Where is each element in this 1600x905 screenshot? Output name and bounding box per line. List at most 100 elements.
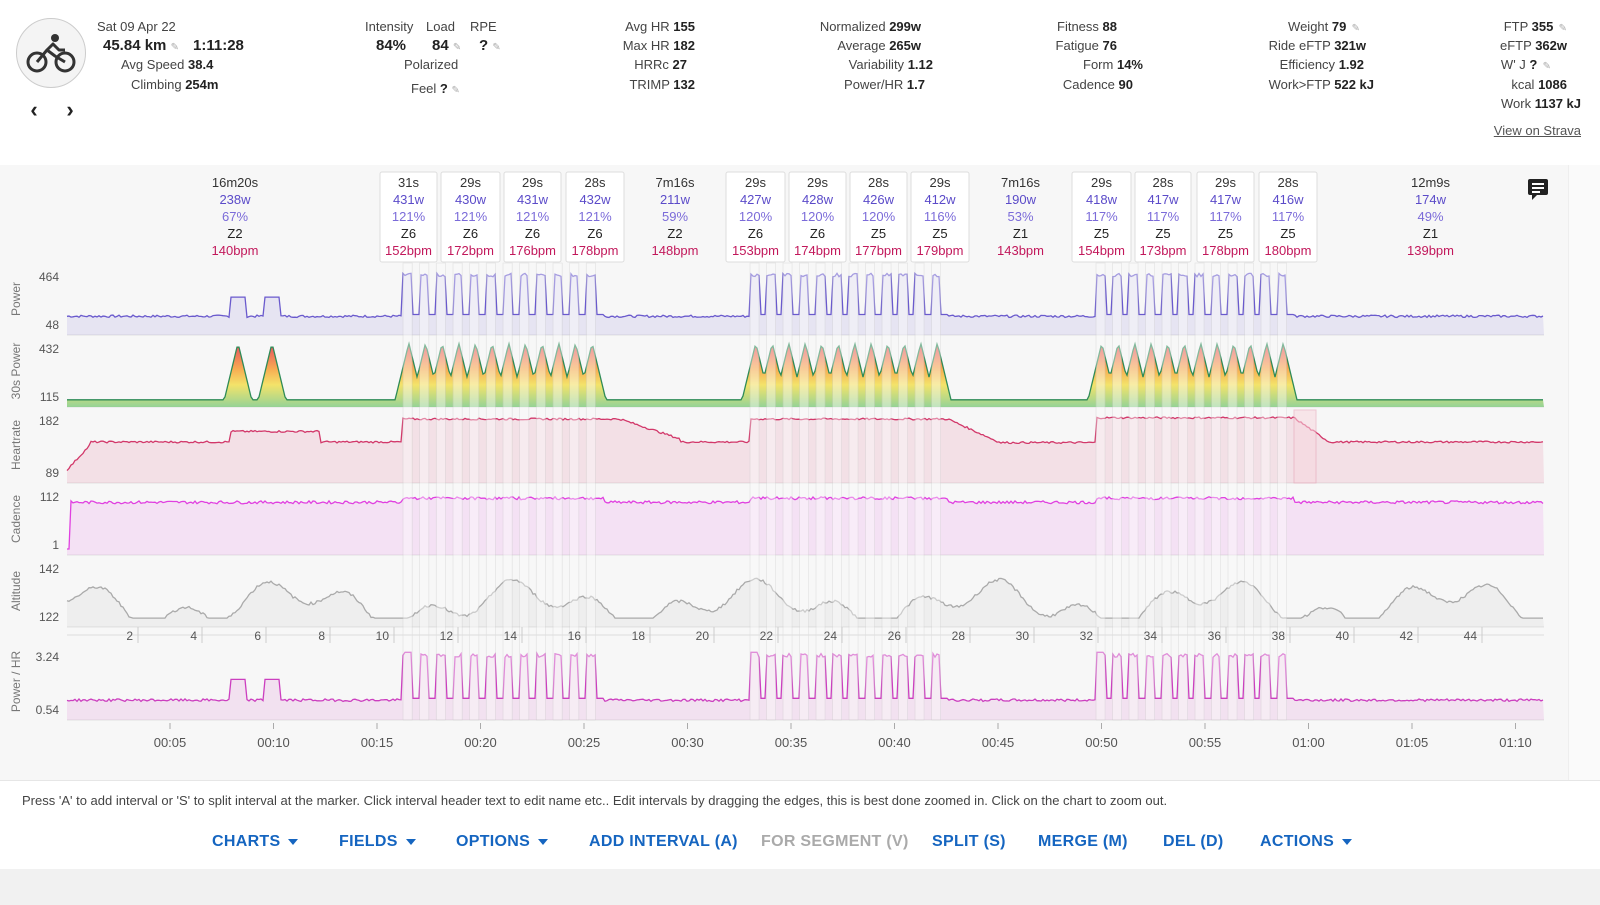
w-prime[interactable]: W' J ? ✎ bbox=[1430, 57, 1551, 72]
interval-duration[interactable]: 29s bbox=[522, 175, 543, 190]
interval-highlight[interactable] bbox=[1128, 262, 1139, 721]
interval-highlight[interactable] bbox=[535, 262, 546, 721]
interval-highlight[interactable] bbox=[931, 262, 941, 721]
interval-highlight[interactable] bbox=[1260, 262, 1271, 721]
interval-heartrate[interactable]: 139bpm bbox=[1407, 243, 1454, 258]
interval-percent-ftp[interactable]: 116% bbox=[924, 209, 957, 224]
interval-zone[interactable]: Z5 bbox=[932, 226, 947, 241]
interval-zone[interactable]: Z6 bbox=[401, 226, 416, 241]
interval-highlight[interactable] bbox=[749, 262, 760, 721]
actions-menu-button[interactable]: ACTIONS bbox=[1260, 833, 1353, 851]
interval-highlight[interactable] bbox=[1178, 262, 1188, 721]
interval-highlight[interactable] bbox=[865, 262, 875, 721]
interval-highlight[interactable] bbox=[1095, 262, 1106, 721]
interval-watts[interactable]: 417w bbox=[1147, 192, 1179, 207]
interval-highlight[interactable] bbox=[502, 262, 513, 721]
interval-duration[interactable]: 28s bbox=[1153, 175, 1174, 190]
interval-highlight[interactable] bbox=[1244, 262, 1254, 721]
interval-highlight[interactable] bbox=[1128, 262, 1139, 721]
interval-highlight[interactable] bbox=[1244, 262, 1254, 721]
interval-heartrate[interactable]: 143bpm bbox=[997, 243, 1044, 258]
power-line[interactable] bbox=[66, 271, 1544, 319]
ftp[interactable]: FTP 355 ✎ bbox=[1430, 19, 1567, 34]
interval-highlight[interactable] bbox=[914, 262, 925, 721]
interval-highlight[interactable] bbox=[435, 262, 446, 721]
interval-highlight[interactable] bbox=[1277, 262, 1287, 721]
interval-duration[interactable]: 31s bbox=[398, 175, 419, 190]
interval-highlight[interactable] bbox=[1128, 262, 1139, 721]
interval-highlight[interactable] bbox=[435, 262, 446, 721]
interval-highlight[interactable] bbox=[419, 262, 430, 721]
interval-highlight[interactable] bbox=[519, 262, 530, 721]
interval-header-card[interactable] bbox=[503, 171, 562, 263]
interval-highlight[interactable] bbox=[1227, 262, 1238, 721]
interval-heartrate[interactable]: 177bpm bbox=[855, 243, 902, 258]
interval-highlight[interactable] bbox=[485, 262, 496, 721]
interval-highlight[interactable] bbox=[1194, 262, 1205, 721]
feel[interactable]: Feel ? ✎ bbox=[411, 81, 462, 96]
interval-percent-ftp[interactable]: 117% bbox=[1209, 209, 1242, 224]
interval-percent-ftp[interactable]: 59% bbox=[662, 209, 688, 224]
interval-highlight[interactable] bbox=[766, 262, 776, 721]
interval-percent-ftp[interactable]: 121% bbox=[454, 209, 488, 224]
interval-highlight[interactable] bbox=[782, 262, 793, 721]
interval-highlight[interactable] bbox=[1178, 262, 1188, 721]
view-on-strava-link[interactable]: View on Strava bbox=[1493, 123, 1581, 138]
interval-highlight[interactable] bbox=[848, 262, 859, 721]
edit-pencil-icon[interactable]: ✎ bbox=[452, 42, 462, 53]
for-segment-button[interactable]: FOR SEGMENT (V) bbox=[761, 833, 909, 850]
interval-duration[interactable]: 12m9s bbox=[1411, 175, 1451, 190]
interval-heartrate[interactable]: 178bpm bbox=[1202, 243, 1249, 258]
interval-highlight[interactable] bbox=[898, 262, 908, 721]
interval-percent-ftp[interactable]: 120% bbox=[801, 209, 835, 224]
interval-highlight[interactable] bbox=[435, 262, 446, 721]
merge-button[interactable]: MERGE (M) bbox=[1038, 833, 1128, 850]
interval-highlight[interactable] bbox=[848, 262, 859, 721]
interval-highlight[interactable] bbox=[782, 262, 793, 721]
interval-highlight[interactable] bbox=[1161, 262, 1172, 721]
interval-highlight[interactable] bbox=[914, 262, 925, 721]
interval-percent-ftp[interactable]: 49% bbox=[1417, 209, 1443, 224]
interval-highlight[interactable] bbox=[469, 262, 480, 721]
interval-highlight[interactable] bbox=[881, 262, 892, 721]
interval-highlight[interactable] bbox=[485, 262, 496, 721]
interval-percent-ftp[interactable]: 121% bbox=[516, 209, 550, 224]
vertical-scrollbar[interactable] bbox=[1568, 165, 1600, 780]
interval-watts[interactable]: 417w bbox=[1210, 192, 1242, 207]
interval-watts[interactable]: 211w bbox=[660, 192, 691, 207]
interval-zone[interactable]: Z1 bbox=[1013, 226, 1028, 241]
split-button[interactable]: SPLIT (S) bbox=[932, 833, 1006, 850]
interval-highlight[interactable] bbox=[782, 262, 793, 721]
interval-highlight[interactable] bbox=[519, 262, 530, 721]
interval-heartrate[interactable]: 178bpm bbox=[572, 243, 619, 258]
interval-duration[interactable]: 29s bbox=[460, 175, 481, 190]
interval-percent-ftp[interactable]: 67% bbox=[222, 209, 248, 224]
interval-highlight[interactable] bbox=[535, 262, 546, 721]
interval-highlight[interactable] bbox=[552, 262, 563, 721]
interval-highlight[interactable] bbox=[452, 262, 463, 721]
selection-marker[interactable] bbox=[1293, 409, 1317, 484]
interval-highlight[interactable] bbox=[1161, 262, 1172, 721]
interval-highlight[interactable] bbox=[1244, 262, 1254, 721]
interval-highlight[interactable] bbox=[469, 262, 480, 721]
rpe-value[interactable]: ? ✎ bbox=[479, 37, 502, 54]
interval-highlight[interactable] bbox=[1128, 262, 1139, 721]
interval-highlight[interactable] bbox=[1145, 262, 1155, 721]
interval-header-card[interactable] bbox=[788, 171, 847, 263]
interval-highlight[interactable] bbox=[452, 262, 463, 721]
load-value[interactable]: 84 ✎ bbox=[432, 37, 463, 54]
interval-highlight[interactable] bbox=[1145, 262, 1155, 721]
interval-highlight[interactable] bbox=[585, 262, 596, 721]
activity-charts[interactable]: 16m20s 238w 67% Z2 140bpm 31s 431w 121% Z6 152bpm… bbox=[0, 165, 1568, 780]
interval-highlight[interactable] bbox=[1277, 262, 1287, 721]
interval-header-card[interactable] bbox=[725, 171, 786, 263]
interval-highlight[interactable] bbox=[485, 262, 496, 721]
interval-highlight[interactable] bbox=[1227, 262, 1238, 721]
interval-highlight[interactable] bbox=[1260, 262, 1271, 721]
interval-zone[interactable]: Z6 bbox=[748, 226, 763, 241]
interval-heartrate[interactable]: 176bpm bbox=[509, 243, 556, 258]
interval-highlight[interactable] bbox=[1112, 262, 1122, 721]
interval-header-card[interactable] bbox=[1134, 171, 1192, 263]
next-activity-button[interactable]: › bbox=[66, 97, 74, 122]
interval-highlight[interactable] bbox=[749, 262, 760, 721]
